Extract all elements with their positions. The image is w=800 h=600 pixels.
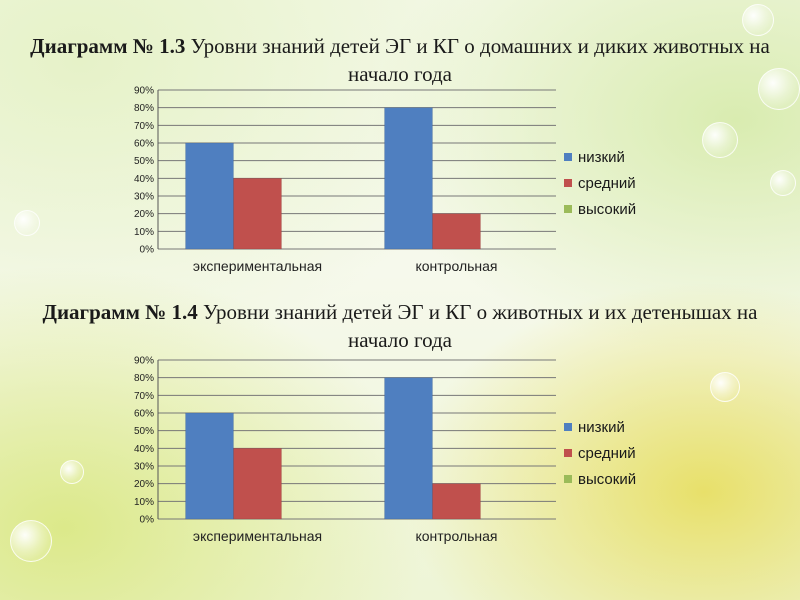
legend-label: высокий: [578, 470, 637, 488]
x-category-label: контрольная: [415, 528, 497, 544]
y-tick-label: 10%: [134, 497, 154, 508]
bar-низкий-0: [185, 142, 234, 250]
bar-низкий-1: [384, 107, 433, 250]
y-tick-label: 30%: [134, 192, 154, 203]
y-tick-label: 0%: [140, 245, 155, 256]
y-tick-label: 10%: [134, 227, 154, 238]
y-tick-label: 0%: [140, 515, 155, 526]
bar-chart-1: 0% 10% 20% 30% 40% 50% 60% 70% 80% 90% эксперимент…: [118, 86, 678, 281]
y-tick-label: 60%: [134, 409, 154, 420]
bar-низкий-1: [384, 377, 433, 520]
y-tick-label: 80%: [134, 103, 154, 114]
legend-label: низкий: [578, 148, 625, 166]
bar-средний-1: [432, 483, 481, 520]
legend-item: высокий: [564, 466, 636, 492]
legend-label: низкий: [578, 418, 625, 436]
legend-swatch: [564, 423, 572, 431]
chart-title-1-text: Уровни знаний детей ЭГ и КГ о домашних и…: [185, 34, 770, 86]
bar-chart-1-plot: 0% 10% 20% 30% 40% 50% 60% 70% 80% 90% эксперимент…: [134, 86, 556, 274]
y-tick-label: 30%: [134, 462, 154, 473]
y-tick-label: 80%: [134, 373, 154, 384]
bar-chart-2-plot: 0% 10% 20% 30% 40% 50% 60% 70% 80% 90% эксперимент…: [134, 356, 556, 544]
chart-title-2: Диаграмм № 1.4 Уровни знаний детей ЭГ и …: [20, 298, 780, 354]
decorative-bubble: [10, 520, 52, 562]
legend-label: высокий: [578, 200, 637, 218]
x-category-label: экспериментальная: [193, 528, 322, 544]
y-tick-label: 60%: [134, 139, 154, 150]
legend-item: высокий: [564, 196, 636, 222]
legend-swatch: [564, 153, 572, 161]
decorative-bubble: [14, 210, 40, 236]
bar-низкий-0: [185, 412, 234, 520]
decorative-bubble: [770, 170, 796, 196]
decorative-bubble: [742, 4, 774, 36]
legend-item: средний: [564, 440, 636, 466]
y-tick-label: 40%: [134, 174, 154, 185]
decorative-bubble: [60, 460, 84, 484]
legend-item: средний: [564, 170, 636, 196]
chart-legend-1: низкий средний высокий: [564, 144, 636, 222]
y-tick-label: 40%: [134, 444, 154, 455]
x-category-label: контрольная: [415, 258, 497, 274]
chart-title-2-text: Уровни знаний детей ЭГ и КГ о животных и…: [197, 300, 758, 352]
bar-средний-1: [432, 213, 481, 250]
legend-item: низкий: [564, 414, 636, 440]
y-tick-label: 90%: [134, 86, 154, 97]
legend-label: средний: [578, 444, 636, 462]
legend-swatch: [564, 449, 572, 457]
y-tick-label: 50%: [134, 426, 154, 437]
chart-title-2-number: Диаграмм № 1.4: [42, 300, 198, 324]
legend-swatch: [564, 205, 572, 213]
y-tick-label: 70%: [134, 121, 154, 132]
decorative-bubble: [758, 68, 800, 110]
legend-item: низкий: [564, 144, 636, 170]
legend-swatch: [564, 475, 572, 483]
chart-title-1: Диаграмм № 1.3 Уровни знаний детей ЭГ и …: [20, 32, 780, 88]
bar-chart-2: 0% 10% 20% 30% 40% 50% 60% 70% 80% 90% эксперимент…: [118, 356, 678, 551]
legend-swatch: [564, 179, 572, 187]
y-tick-label: 70%: [134, 391, 154, 402]
x-category-label: экспериментальная: [193, 258, 322, 274]
decorative-bubble: [710, 372, 740, 402]
y-tick-label: 50%: [134, 156, 154, 167]
y-tick-label: 20%: [134, 479, 154, 490]
chart-title-1-number: Диаграмм № 1.3: [30, 34, 186, 58]
y-tick-label: 20%: [134, 209, 154, 220]
legend-label: средний: [578, 174, 636, 192]
chart-legend-2: низкий средний высокий: [564, 414, 636, 492]
decorative-bubble: [702, 122, 738, 158]
y-tick-label: 90%: [134, 356, 154, 367]
bar-средний-0: [233, 178, 282, 250]
bar-средний-0: [233, 448, 282, 520]
